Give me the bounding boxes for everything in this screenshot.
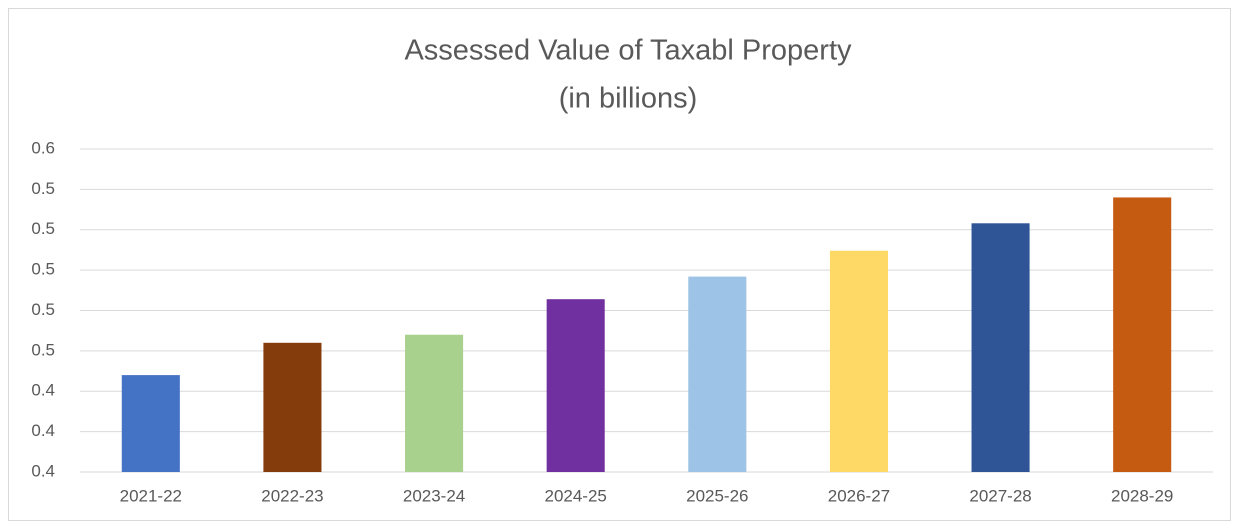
x-tick-label: 2028-29 [1111, 486, 1173, 505]
bar [121, 375, 180, 472]
x-tick-label: 2025-26 [686, 486, 748, 505]
bar [263, 342, 322, 472]
chart-title: Assessed Value of Taxabl Property [404, 35, 852, 67]
bar [546, 299, 605, 472]
bar [1113, 197, 1172, 472]
y-tick-label: 0.4 [31, 461, 55, 480]
bar [829, 250, 888, 472]
bar [971, 223, 1030, 472]
x-tick-label: 2027-28 [969, 486, 1031, 505]
y-tick-label: 0.5 [31, 300, 55, 319]
y-tick-label: 0.4 [31, 421, 55, 440]
y-tick-label: 0.4 [31, 381, 55, 400]
y-tick-label: 0.5 [31, 260, 55, 279]
x-tick-label: 2023-24 [403, 486, 465, 505]
bar [405, 334, 464, 472]
x-tick-label: 2022-23 [261, 486, 323, 505]
x-tick-label: 2021-22 [120, 486, 182, 505]
y-tick-label: 0.5 [31, 340, 55, 359]
chart-subtitle: (in billions) [559, 83, 698, 115]
y-tick-label: 0.5 [31, 219, 55, 238]
y-tick-label: 0.6 [31, 138, 55, 157]
x-tick-label: 2024-25 [544, 486, 606, 505]
y-tick-label: 0.5 [31, 179, 55, 198]
x-tick-label: 2026-27 [828, 486, 890, 505]
bar [688, 276, 747, 472]
